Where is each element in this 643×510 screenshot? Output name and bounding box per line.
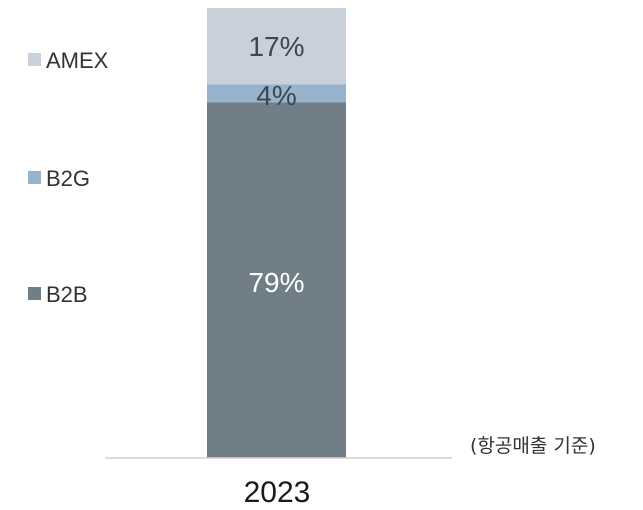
legend-label-b2b: B2B	[46, 282, 88, 307]
x-tick-label: 2023	[244, 476, 311, 509]
legend-swatch-b2b	[28, 287, 41, 300]
legend-label-amex: AMEX	[46, 48, 109, 73]
bar-segment-b2g	[207, 84, 346, 103]
basis-note: (항공매출 기준)	[470, 435, 596, 457]
bar-group	[207, 8, 346, 458]
segment-label-group: 79% 4% 17%	[248, 31, 304, 298]
legend-swatch-amex	[28, 53, 41, 66]
legend-swatch-b2g	[28, 171, 41, 184]
data-label-amex: 17%	[248, 31, 304, 62]
data-label-b2b: 79%	[248, 267, 304, 298]
legend: B2B B2G AMEX	[28, 48, 109, 307]
bar-segment-b2b	[207, 102, 346, 458]
legend-label-b2g: B2G	[46, 166, 90, 191]
data-label-b2g: 4%	[256, 80, 296, 111]
bar-segment-amex	[207, 8, 346, 85]
